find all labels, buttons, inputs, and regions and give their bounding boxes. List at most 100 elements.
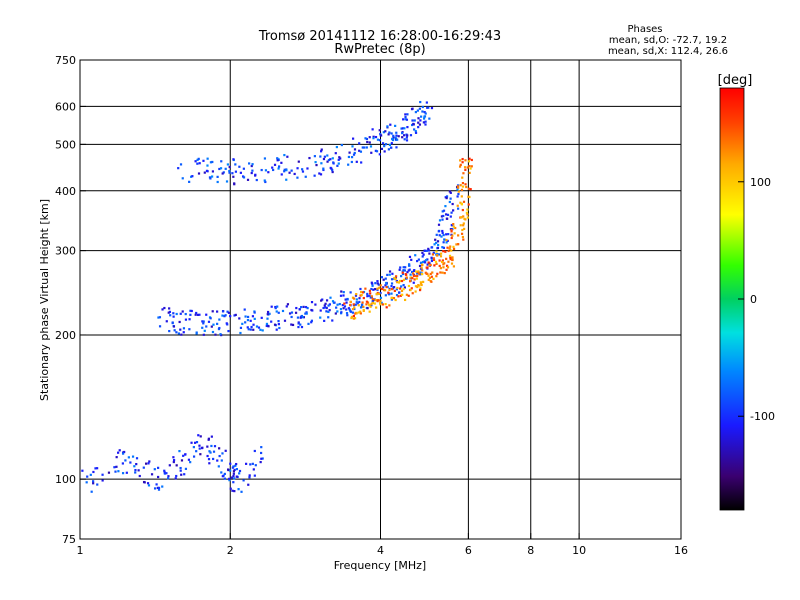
data-point bbox=[314, 161, 317, 164]
data-point bbox=[390, 284, 393, 288]
data-point bbox=[442, 266, 445, 269]
data-point bbox=[404, 273, 407, 276]
data-point bbox=[366, 140, 369, 144]
data-point bbox=[125, 471, 128, 474]
data-point bbox=[297, 325, 300, 329]
data-point bbox=[402, 118, 405, 121]
data-point bbox=[346, 314, 349, 317]
data-point bbox=[216, 180, 219, 184]
data-point bbox=[414, 130, 417, 133]
data-point bbox=[377, 283, 380, 286]
data-point bbox=[350, 315, 354, 319]
data-point bbox=[438, 259, 441, 262]
data-point bbox=[383, 150, 386, 153]
data-point bbox=[299, 316, 302, 319]
data-point bbox=[414, 111, 417, 114]
data-point bbox=[198, 162, 201, 165]
data-point bbox=[395, 288, 398, 291]
data-point bbox=[246, 315, 250, 319]
data-point bbox=[232, 472, 235, 475]
data-point bbox=[438, 234, 441, 237]
data-point bbox=[404, 113, 407, 116]
data-point bbox=[460, 203, 464, 206]
data-point bbox=[153, 468, 156, 471]
data-point bbox=[461, 157, 464, 161]
data-point bbox=[460, 232, 464, 235]
data-point bbox=[417, 258, 420, 261]
data-point bbox=[247, 483, 250, 486]
data-point bbox=[114, 470, 117, 473]
data-point bbox=[366, 292, 369, 296]
data-point bbox=[394, 275, 398, 278]
data-point bbox=[209, 451, 212, 454]
data-point bbox=[172, 459, 176, 462]
data-point bbox=[395, 279, 398, 283]
data-point bbox=[165, 320, 168, 323]
data-point bbox=[155, 483, 158, 486]
data-point bbox=[233, 490, 236, 493]
data-point bbox=[366, 295, 369, 298]
data-point bbox=[363, 146, 366, 149]
data-point bbox=[117, 470, 120, 473]
data-point bbox=[411, 123, 414, 127]
data-point bbox=[427, 261, 430, 264]
data-point bbox=[263, 179, 266, 182]
data-point bbox=[441, 210, 444, 213]
data-point bbox=[319, 173, 323, 176]
data-point bbox=[337, 162, 340, 165]
data-point bbox=[422, 253, 425, 256]
data-point bbox=[418, 264, 422, 268]
data-point bbox=[370, 151, 373, 154]
data-point bbox=[368, 304, 371, 307]
data-point bbox=[290, 315, 293, 319]
data-point bbox=[153, 487, 157, 490]
data-point bbox=[439, 252, 443, 255]
data-point bbox=[158, 316, 162, 319]
data-point bbox=[210, 325, 213, 328]
data-point bbox=[444, 205, 447, 208]
data-point bbox=[223, 315, 226, 318]
x-tick-label: 16 bbox=[674, 544, 688, 557]
data-point bbox=[459, 216, 462, 219]
data-point bbox=[404, 116, 407, 119]
data-point bbox=[198, 444, 201, 447]
data-point bbox=[450, 230, 453, 233]
data-point bbox=[423, 115, 426, 118]
data-point bbox=[428, 276, 432, 280]
data-point bbox=[462, 172, 465, 175]
data-point bbox=[226, 310, 229, 313]
data-point bbox=[296, 316, 300, 319]
data-point bbox=[157, 466, 160, 469]
data-point bbox=[298, 308, 301, 311]
data-point bbox=[202, 320, 205, 323]
data-point bbox=[359, 310, 362, 313]
data-point bbox=[364, 137, 367, 140]
data-point bbox=[323, 304, 326, 307]
data-point bbox=[365, 146, 368, 149]
data-point bbox=[235, 467, 239, 471]
data-point bbox=[208, 462, 211, 465]
data-point bbox=[366, 307, 369, 310]
data-point bbox=[210, 175, 214, 178]
data-point bbox=[450, 249, 453, 252]
data-point bbox=[368, 294, 371, 297]
data-point bbox=[438, 253, 441, 256]
data-point bbox=[252, 468, 255, 471]
data-point bbox=[382, 278, 385, 281]
data-point bbox=[375, 292, 378, 296]
data-point bbox=[410, 287, 413, 290]
stats-x-line: mean, sd,X: 112.4, 26.6 bbox=[608, 46, 728, 57]
data-point bbox=[172, 325, 176, 328]
data-point bbox=[425, 249, 428, 252]
data-point bbox=[238, 472, 241, 475]
data-point bbox=[324, 302, 327, 305]
data-point bbox=[386, 273, 389, 277]
data-point bbox=[418, 288, 422, 292]
data-point bbox=[376, 282, 379, 285]
data-point bbox=[327, 158, 331, 162]
data-point bbox=[462, 222, 465, 225]
data-point bbox=[358, 142, 361, 145]
data-point bbox=[331, 168, 334, 172]
data-point bbox=[339, 294, 343, 297]
data-point bbox=[469, 188, 472, 191]
